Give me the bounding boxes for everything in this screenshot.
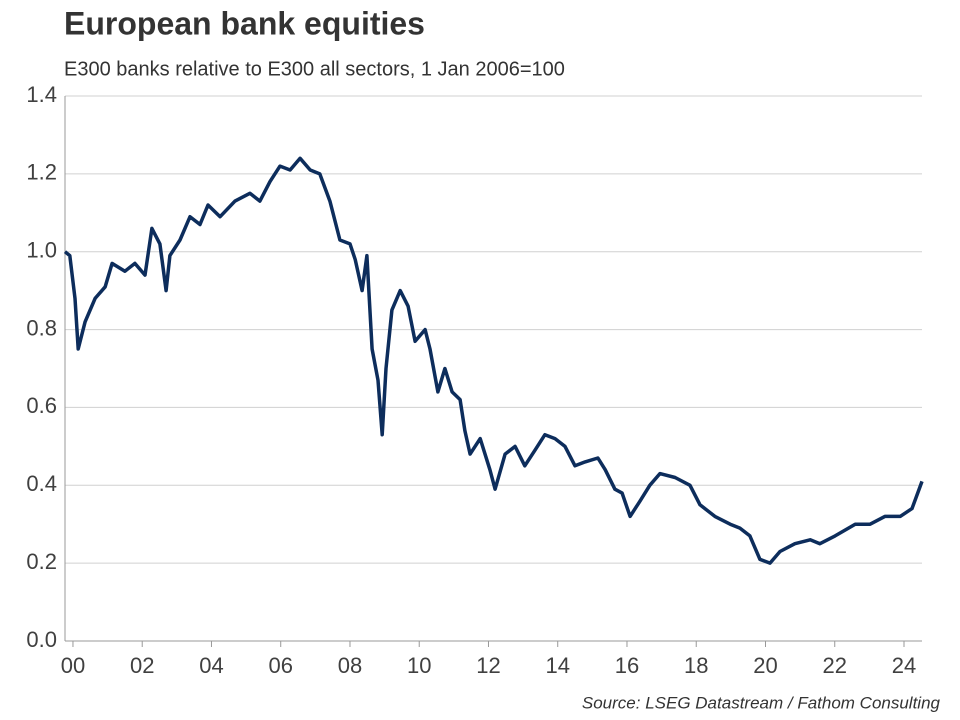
y-tick-label: 0.0 [26, 627, 57, 652]
y-tick-label: 1.2 [26, 160, 57, 185]
x-tick-label: 16 [615, 653, 639, 678]
y-tick-label: 1.0 [26, 238, 57, 263]
source-note: Source: LSEG Datastream / Fathom Consult… [582, 693, 941, 712]
x-tick-label: 22 [822, 653, 846, 678]
x-tick-label: 06 [268, 653, 292, 678]
y-tick-label: 0.8 [26, 315, 57, 340]
x-tick-label: 14 [545, 653, 569, 678]
y-tick-label: 0.2 [26, 549, 57, 574]
x-tick-label: 24 [892, 653, 916, 678]
x-tick-label: 04 [199, 653, 223, 678]
chart-subtitle: E300 banks relative to E300 all sectors,… [64, 58, 565, 80]
y-tick-label: 0.6 [26, 393, 57, 418]
x-tick-label: 10 [407, 653, 431, 678]
x-tick-label: 20 [753, 653, 777, 678]
chart-title: European bank equities [64, 5, 425, 41]
series-line [63, 156, 924, 565]
x-tick-label: 18 [684, 653, 708, 678]
x-tick-label: 08 [338, 653, 362, 678]
x-tick-label: 02 [130, 653, 154, 678]
x-tick-label: 12 [476, 653, 500, 678]
x-tick-label: 00 [61, 653, 85, 678]
y-tick-label: 0.4 [26, 471, 57, 496]
y-tick-label: 1.4 [26, 82, 57, 107]
